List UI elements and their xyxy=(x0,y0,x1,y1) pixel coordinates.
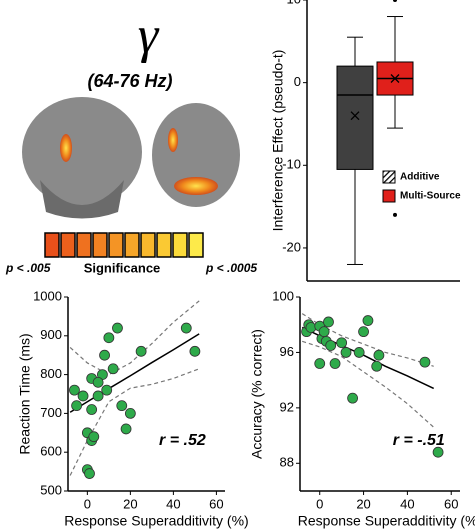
point xyxy=(362,315,374,326)
brain-images xyxy=(22,97,240,219)
y-tick-label: 900 xyxy=(40,327,62,342)
band-label: (64-76 Hz) xyxy=(87,71,172,91)
point xyxy=(120,423,132,435)
point xyxy=(318,326,330,338)
point xyxy=(180,322,192,334)
point xyxy=(336,337,348,349)
colorbar-high: p < .0005 xyxy=(205,261,257,275)
point xyxy=(92,390,104,402)
x-axis-label: Response Superadditivity (%) xyxy=(64,513,248,529)
point xyxy=(314,358,326,369)
point xyxy=(69,384,80,396)
legend-swatch xyxy=(382,170,396,184)
point xyxy=(103,332,115,344)
point xyxy=(71,400,83,412)
point xyxy=(124,407,136,419)
x-tick-label: 60 xyxy=(209,496,223,511)
x-tick-label: 60 xyxy=(444,496,458,511)
y-tick-label: 600 xyxy=(40,444,62,459)
legend-swatch xyxy=(382,189,396,203)
point xyxy=(86,404,98,415)
point xyxy=(371,360,383,372)
x-tick-label: 20 xyxy=(123,496,137,511)
x-tick-label: 0 xyxy=(84,496,91,511)
ci-upper xyxy=(69,300,200,376)
y-tick-label: 500 xyxy=(40,482,62,497)
y-tick-label: 1000 xyxy=(33,288,62,303)
annotation: r = -.51 xyxy=(393,432,445,449)
point xyxy=(325,340,337,351)
point xyxy=(340,347,352,358)
x-axis-label: Response Superadditivity (%) xyxy=(298,513,475,529)
colorbar-low: p < .005 xyxy=(5,261,51,275)
flier xyxy=(393,0,397,2)
flier xyxy=(393,212,397,217)
y-tick-label: 96 xyxy=(280,344,294,359)
mean-marker xyxy=(350,111,360,121)
point xyxy=(189,345,201,357)
x-tick-label: 0 xyxy=(316,496,323,511)
point xyxy=(358,326,369,338)
x-tick-label: 40 xyxy=(166,496,180,511)
ci-lower xyxy=(69,368,200,476)
gamma-symbol: γ xyxy=(138,7,160,64)
legend-label: Multi-Source xyxy=(400,191,461,202)
x-tick-label: 20 xyxy=(356,496,370,511)
point xyxy=(353,347,365,358)
y-tick-label: 92 xyxy=(280,399,294,414)
legend-label: Additive xyxy=(400,172,440,183)
fit-line xyxy=(69,333,200,413)
y-tick-label: 0 xyxy=(294,74,301,89)
point xyxy=(419,356,431,368)
y-tick-label: -10 xyxy=(282,157,301,172)
point xyxy=(135,345,147,357)
box xyxy=(336,65,374,170)
x-tick-label: 40 xyxy=(400,496,414,511)
point xyxy=(329,358,341,369)
mean-marker xyxy=(390,74,400,83)
point xyxy=(116,400,128,412)
point xyxy=(77,390,89,402)
point xyxy=(84,468,95,479)
y-tick-label: 88 xyxy=(280,455,294,470)
point xyxy=(99,349,110,361)
y-tick-label: 10 xyxy=(287,0,301,6)
ci-upper xyxy=(301,313,434,367)
point xyxy=(88,431,100,443)
y-axis-label: Reaction Time (ms) xyxy=(17,333,33,454)
y-tick-label: 100 xyxy=(272,288,294,303)
point xyxy=(92,376,104,388)
point xyxy=(323,316,334,328)
point xyxy=(101,384,113,396)
y-axis-label: Interference Effect (pseudo-t) xyxy=(270,50,286,232)
point xyxy=(347,392,359,404)
point xyxy=(112,322,123,334)
point xyxy=(305,322,317,333)
ci-lower xyxy=(302,340,435,428)
y-axis-label: Accuracy (% correct) xyxy=(249,329,265,459)
y-tick-label: 700 xyxy=(40,405,62,420)
colorbar-label: Significance xyxy=(84,260,161,275)
y-tick-label: 800 xyxy=(40,366,62,381)
colorbar-swatches xyxy=(44,232,204,258)
y-tick-label: -20 xyxy=(282,239,301,254)
annotation: r = .52 xyxy=(159,432,206,449)
point xyxy=(107,363,119,375)
point xyxy=(373,349,385,361)
point xyxy=(432,446,444,458)
